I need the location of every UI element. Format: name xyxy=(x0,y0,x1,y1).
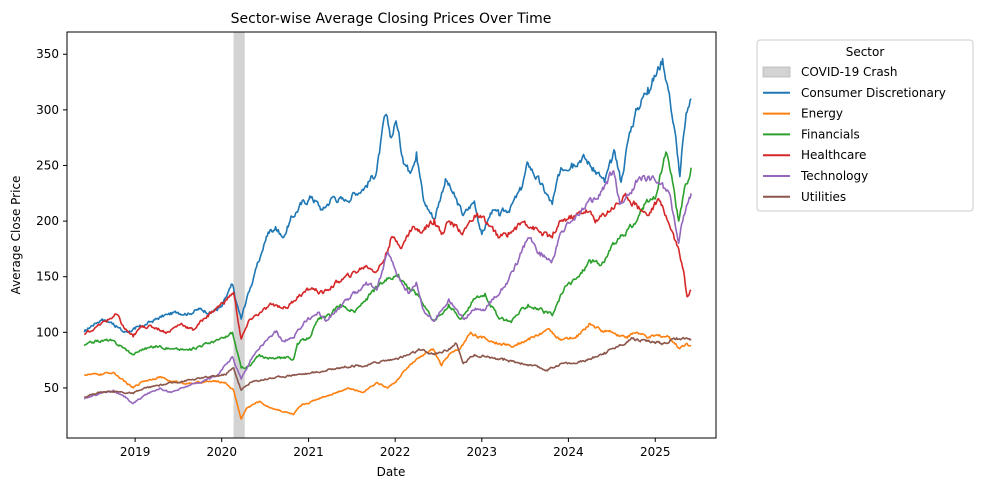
legend-items: COVID-19 Crash Consumer Discretionary Ener… xyxy=(762,65,946,204)
legend-label-financials: Financials xyxy=(801,127,860,141)
y-tick-label-250: 250 xyxy=(36,158,59,172)
y-axis-label: Average Close Price xyxy=(9,176,23,295)
y-tick-label-200: 200 xyxy=(36,214,59,228)
y-axis: 50 100 150 200 250 300 350 xyxy=(36,47,67,395)
y-tick-label-100: 100 xyxy=(36,325,59,339)
legend-label-energy: Energy xyxy=(801,107,843,121)
series-line-healthcare xyxy=(83,192,692,340)
x-tick-label-2024: 2024 xyxy=(553,445,584,459)
series-line-consumer-discretionary xyxy=(83,57,692,334)
series-line-financials xyxy=(83,151,692,370)
legend-label-consumer-discretionary: Consumer Discretionary xyxy=(801,86,946,100)
y-tick-label-300: 300 xyxy=(36,103,59,117)
y-tick-label-350: 350 xyxy=(36,47,59,61)
y-tick-label-50: 50 xyxy=(44,381,59,395)
covid-crash-shaded-region xyxy=(233,32,245,438)
x-axis: 2019 2020 2021 2022 2023 2024 2025 xyxy=(120,438,671,459)
legend-frame xyxy=(756,39,974,212)
legend-label-utilities: Utilities xyxy=(801,190,846,204)
x-tick-label-2019: 2019 xyxy=(120,445,151,459)
shaded-region-layer xyxy=(233,32,245,438)
chart-title: Sector-wise Average Closing Prices Over … xyxy=(231,11,552,27)
x-tick-label-2022: 2022 xyxy=(380,445,411,459)
series-line-utilities xyxy=(84,336,692,398)
x-tick-label-2021: 2021 xyxy=(293,445,324,459)
legend-label-healthcare: Healthcare xyxy=(801,148,866,162)
series-line-technology xyxy=(83,170,692,405)
legend: Sector COVID-19 Crash Consumer Discretion… xyxy=(756,39,974,212)
plot-area-frame xyxy=(66,31,717,439)
legend-label-technology: Technology xyxy=(800,169,868,183)
legend-label-covid-19-crash: COVID-19 Crash xyxy=(801,65,898,79)
legend-swatch-covid-19-crash xyxy=(762,66,791,78)
x-tick-label-2025: 2025 xyxy=(640,445,671,459)
series-line-energy xyxy=(83,322,692,420)
y-tick-label-150: 150 xyxy=(36,270,59,284)
x-tick-label-2020: 2020 xyxy=(206,445,237,459)
x-tick-label-2023: 2023 xyxy=(467,445,498,459)
series-lines-layer xyxy=(83,57,692,420)
x-axis-label: Date xyxy=(377,465,406,479)
legend-title: Sector xyxy=(846,45,885,59)
